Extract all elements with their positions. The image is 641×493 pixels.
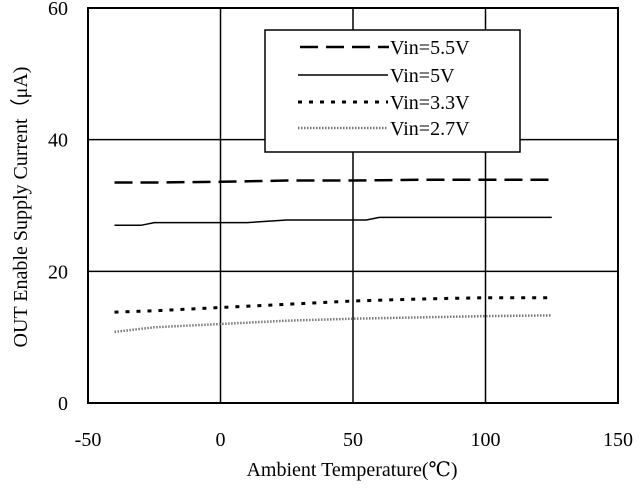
legend-label-vin-2-7v: Vin=2.7V — [390, 118, 470, 140]
y-tick-label: 60 — [48, 0, 68, 20]
legend-label-vin-5-5v: Vin=5.5V — [390, 37, 470, 59]
legend: Vin=5.5V Vin=5V Vin=3.3V Vin=2.7V — [264, 29, 521, 153]
y-axis-label: OUT Enable Supply Current（μA) — [9, 67, 32, 348]
x-tick-label: 100 — [471, 429, 501, 451]
legend-label-vin-3-3v: Vin=3.3V — [390, 92, 470, 114]
x-tick-label: 0 — [216, 429, 226, 451]
x-axis-label: Ambient Temperature(℃) — [246, 459, 457, 481]
y-tick-label: 40 — [48, 130, 68, 152]
legend-label-vin-5v: Vin=5V — [390, 65, 455, 87]
y-tick-label: 20 — [48, 261, 68, 283]
series-lines — [114, 178, 552, 334]
series-line-vin-2-7v — [114, 314, 552, 334]
x-tick-label: 150 — [603, 429, 633, 451]
tick-labels: -50 0 50 100 150 0 20 40 60 — [48, 0, 633, 451]
y-tick-label: 0 — [58, 393, 68, 415]
x-tick-label: -50 — [75, 429, 102, 451]
x-tick-label: 50 — [343, 429, 363, 451]
series-line-vin-5v — [114, 216, 552, 227]
plot-area-border — [87, 7, 619, 404]
legend-box — [264, 29, 521, 153]
